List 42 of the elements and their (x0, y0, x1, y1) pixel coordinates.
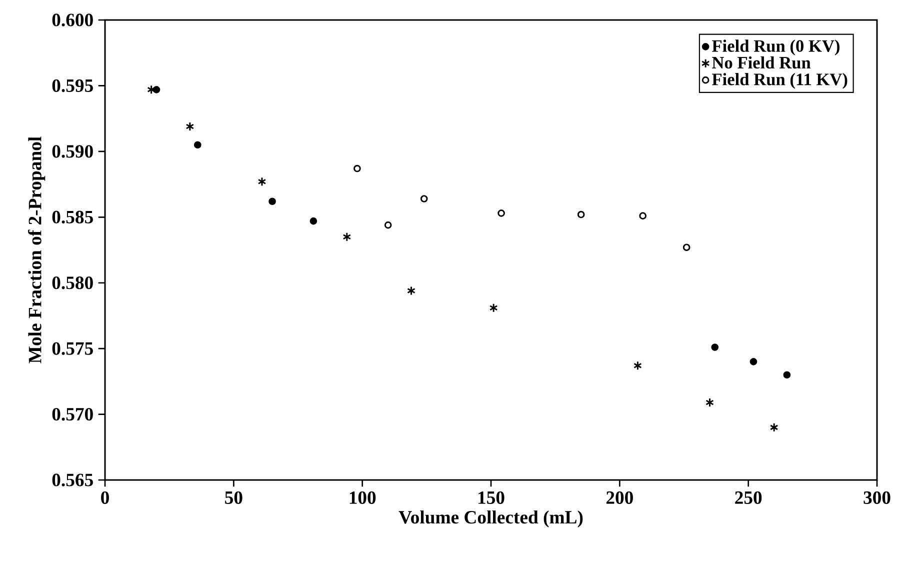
x-tick-label: 250 (735, 491, 762, 504)
point (354, 164, 361, 172)
point (682, 244, 690, 252)
y-tick-label: 0.565 (52, 474, 93, 486)
point (783, 371, 791, 379)
point (407, 286, 416, 296)
x-tick-label: 300 (864, 491, 890, 504)
point (384, 221, 392, 229)
point (498, 210, 505, 217)
point (342, 232, 352, 242)
x-tick-label: 50 (225, 491, 242, 504)
point (310, 217, 318, 225)
y-tick-label: 0.595 (52, 79, 93, 92)
point (194, 141, 202, 149)
x-tick-label: 0 (101, 491, 109, 504)
y-tick-label: 0.580 (52, 276, 93, 290)
y-tick-label: 0.585 (52, 210, 93, 224)
point (577, 210, 585, 218)
point (639, 212, 646, 220)
y-tick-label: 0.570 (52, 408, 93, 421)
y-tick-label: 0.600 (52, 14, 93, 26)
point (420, 195, 428, 202)
x-tick-label: 100 (350, 491, 376, 504)
point (711, 344, 719, 351)
x-tick-label: 200 (606, 491, 633, 504)
point (268, 198, 276, 206)
y-tick-label: 0.590 (52, 145, 93, 158)
legend-label: No Field Run (712, 56, 811, 69)
point (633, 360, 642, 370)
point (750, 358, 758, 366)
point (489, 303, 498, 313)
point (147, 84, 156, 94)
point (186, 122, 194, 132)
y-axis-title: Mole Fraction of 2-Propanol (28, 136, 46, 364)
point (706, 398, 714, 408)
x-axis-title: Volume Collected (mL) (398, 510, 583, 528)
y-tick-label: 0.575 (52, 342, 93, 355)
x-tick-label: 150 (478, 491, 504, 504)
legend-label: Field Run (11 KV) (712, 73, 848, 89)
point (770, 422, 778, 432)
legend-label: Field Run (0 KV) (712, 40, 840, 56)
point (258, 176, 266, 186)
